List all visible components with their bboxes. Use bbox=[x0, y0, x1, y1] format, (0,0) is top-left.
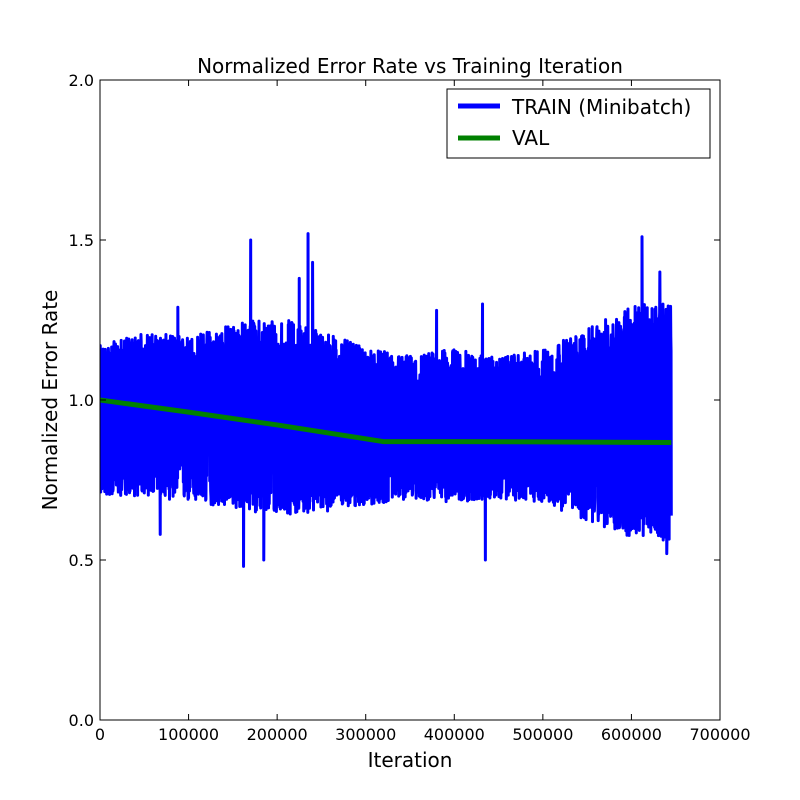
x-tick-label: 300000 bbox=[335, 725, 396, 744]
y-tick-label: 2.0 bbox=[69, 71, 94, 90]
x-tick-label: 0 bbox=[95, 725, 105, 744]
y-tick-label: 0.0 bbox=[69, 711, 94, 730]
legend-label-val: VAL bbox=[512, 126, 550, 150]
x-tick-label: 500000 bbox=[512, 725, 573, 744]
x-tick-label: 100000 bbox=[158, 725, 219, 744]
series-line-train bbox=[100, 232, 673, 568]
y-axis: 0.0 0.5 1.0 1.5 2.0 bbox=[69, 71, 720, 730]
x-tick-label: 400000 bbox=[424, 725, 485, 744]
legend-box bbox=[446, 88, 711, 159]
chart-title: Normalized Error Rate vs Training Iterat… bbox=[197, 54, 623, 78]
y-axis-label: Normalized Error Rate bbox=[38, 290, 62, 511]
x-tick-label: 700000 bbox=[689, 725, 750, 744]
x-axis-label: Iteration bbox=[368, 748, 453, 772]
x-axis: 0 100000 200000 300000 400000 500000 600000 700… bbox=[95, 80, 751, 744]
y-tick-label: 1.0 bbox=[69, 391, 94, 410]
y-tick-label: 1.5 bbox=[69, 231, 94, 250]
legend: TRAIN (Minibatch) VAL bbox=[446, 88, 711, 159]
series-line-val bbox=[100, 397, 672, 446]
x-tick-label: 200000 bbox=[247, 725, 308, 744]
legend-label-train: TRAIN (Minibatch) bbox=[511, 95, 691, 119]
plot-area bbox=[100, 232, 673, 568]
y-tick-label: 0.5 bbox=[69, 551, 94, 570]
x-tick-label: 600000 bbox=[601, 725, 662, 744]
